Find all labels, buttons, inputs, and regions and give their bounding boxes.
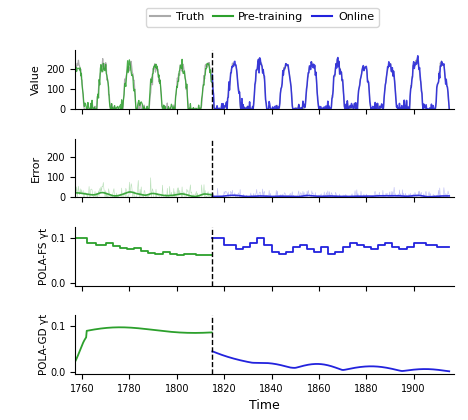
Y-axis label: Error: Error xyxy=(31,155,41,181)
X-axis label: Time: Time xyxy=(249,399,280,412)
Y-axis label: POLA-GD γt: POLA-GD γt xyxy=(38,314,49,375)
Y-axis label: POLA-FS γt: POLA-FS γt xyxy=(38,228,49,285)
Legend: Truth, Pre-training, Online: Truth, Pre-training, Online xyxy=(146,8,379,26)
Y-axis label: Value: Value xyxy=(31,64,41,95)
